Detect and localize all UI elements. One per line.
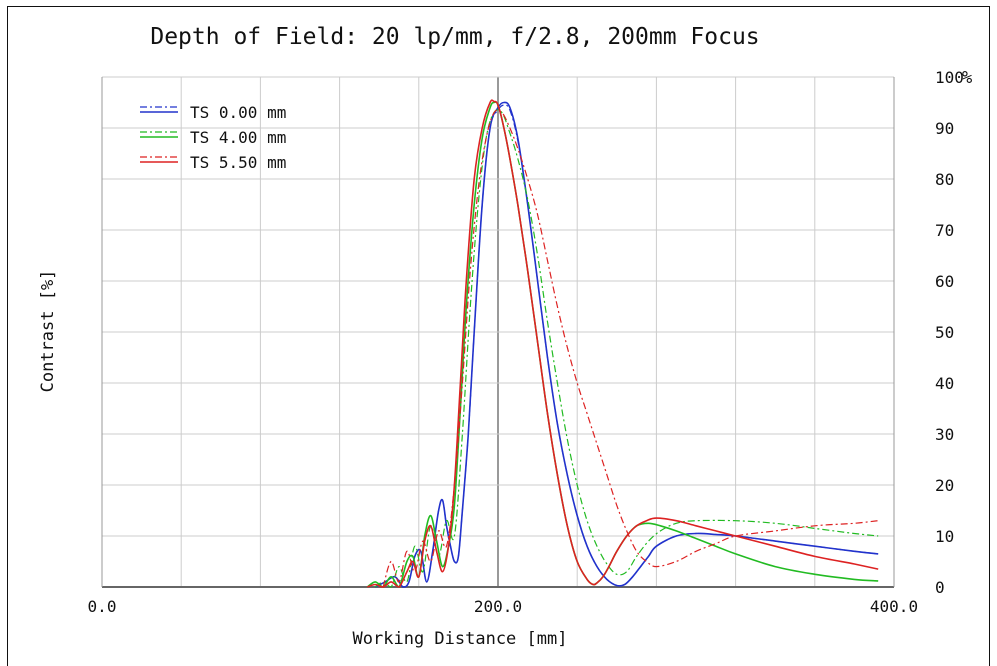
chart-frame: [7, 6, 990, 666]
legend-entry: TS 4.00 mm: [190, 128, 286, 147]
y-tick-label: 90: [935, 119, 954, 138]
legend-entry: TS 0.00 mm: [190, 103, 286, 122]
y-tick-label: 30: [935, 425, 954, 444]
legend-entry: TS 5.50 mm: [190, 153, 286, 172]
x-axis-label: Working Distance [mm]: [353, 629, 568, 649]
y-tick-label: 50: [935, 323, 954, 342]
tick-labels: 0.0 200.0 400.0 0 10 20 30 40 50 60 70 80 90 100: [88, 68, 964, 616]
series-line-3: [374, 109, 879, 588]
x-tick-label: 400.0: [870, 597, 918, 616]
y-tick-label: 0: [935, 578, 945, 597]
y-axis-unit-label: %: [962, 68, 972, 88]
y-tick-label: 40: [935, 374, 954, 393]
y-tick-label: 70: [935, 221, 954, 240]
chart-title: Depth of Field: 20 lp/mm, f/2.8, 200mm F…: [150, 24, 759, 50]
axes: [101, 77, 895, 588]
legend: TS 0.00 mm TS 4.00 mm TS 5.50 mm: [140, 103, 286, 172]
y-axis-label: Contrast [%]: [38, 270, 58, 393]
y-tick-label: 20: [935, 476, 954, 495]
depth-of-field-chart: 0.0 200.0 400.0 0 10 20 30 40 50 60 70 80 90 100 TS 0…: [38, 24, 972, 649]
series-line-4: [367, 99, 879, 588]
y-tick-label: 10: [935, 527, 954, 546]
series-line-2: [366, 101, 879, 588]
x-tick-label: 200.0: [474, 597, 522, 616]
series-group: [366, 99, 879, 588]
y-tick-label: 100: [935, 68, 964, 87]
y-tick-label: 60: [935, 272, 954, 291]
series-line-0: [374, 101, 879, 588]
y-tick-label: 80: [935, 170, 954, 189]
x-tick-label: 0.0: [88, 597, 117, 616]
series-line-1: [374, 104, 879, 588]
series-line-5: [382, 109, 879, 588]
